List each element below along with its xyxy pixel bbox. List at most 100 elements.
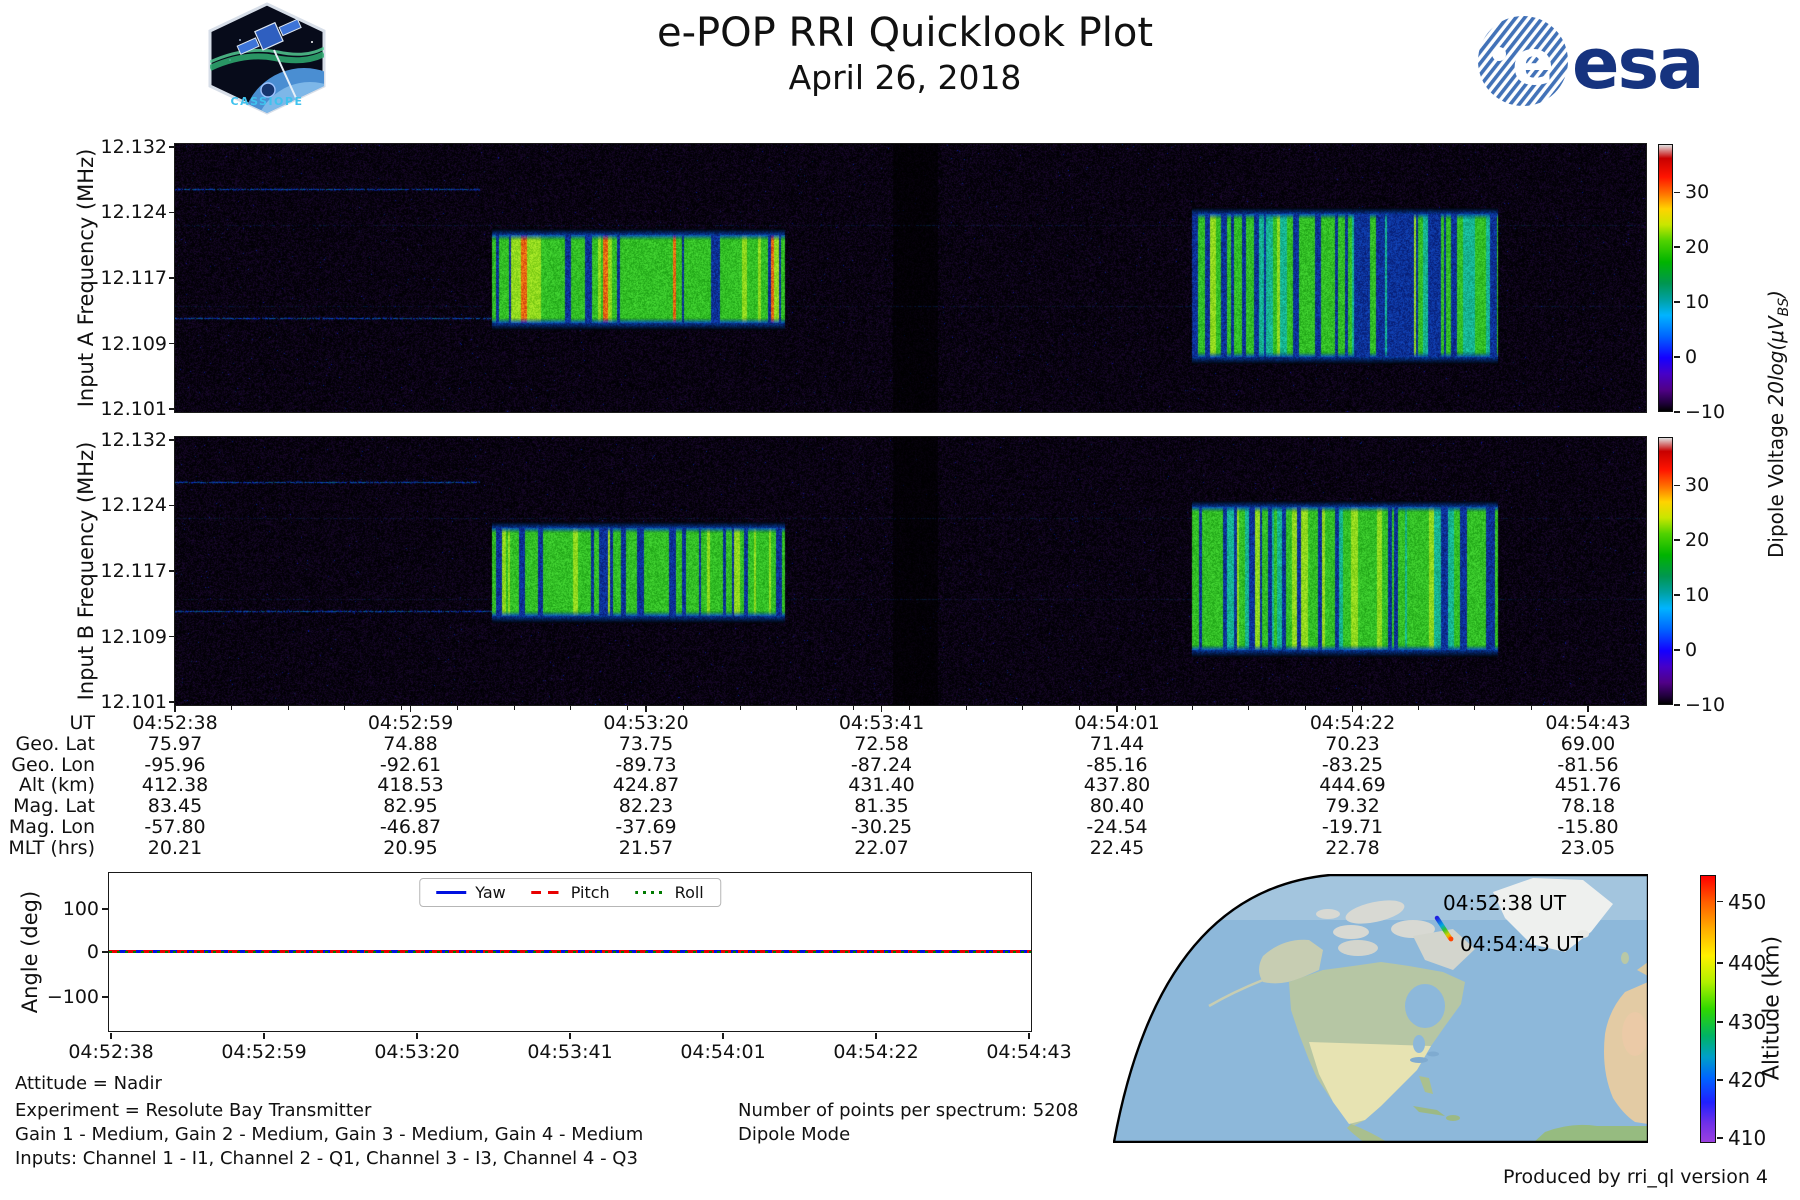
ephemeris-cell: 04:54:01 [1074, 712, 1159, 734]
ephemeris-cell: -19.71 [1322, 816, 1383, 838]
dipole-label-sub: BS [1776, 298, 1792, 317]
freq-tick-label-b: 12.132 [0, 429, 167, 451]
alt-cb-tick-label: 410 [1728, 1126, 1766, 1150]
angle-xtick-label: 04:52:59 [221, 1041, 306, 1063]
dipole-cb-tick-label-a: 0 [1685, 346, 1697, 368]
angle-xtick-label: 04:52:38 [68, 1041, 153, 1063]
dipole-cb-tick-a [1674, 356, 1680, 357]
ephemeris-row-label: Geo. Lat [0, 733, 95, 755]
pitch-line-sample-icon [532, 891, 562, 894]
freq-tick-label-a: 12.124 [0, 201, 167, 223]
alt-cb-tick-label: 440 [1728, 951, 1766, 975]
time-tick-minor [853, 706, 854, 710]
altitude-colorbar [1700, 875, 1716, 1143]
time-tick-minor [740, 706, 741, 710]
ephemeris-cell: 21.57 [619, 837, 673, 859]
ephemeris-cell: 412.38 [142, 774, 208, 796]
time-tick-minor [1418, 706, 1419, 710]
angle-xtick-label: 04:54:22 [833, 1041, 918, 1063]
dipole-cb-tick-b [1674, 649, 1680, 650]
alt-cb-tick [1717, 1079, 1723, 1080]
legend-label-pitch: Pitch [571, 883, 610, 902]
spectrogram-input-b [175, 437, 1646, 705]
ephemeris-cell: 73.75 [619, 733, 673, 755]
time-tick-minor [344, 706, 345, 710]
roll-line [109, 951, 1031, 953]
dipole-cb-tick-a [1674, 411, 1680, 412]
ephemeris-row-label: MLT (hrs) [0, 837, 95, 859]
freq-tick-mark-b [169, 570, 175, 571]
ephemeris-cell: 431.40 [848, 774, 914, 796]
attitude-legend: Yaw Pitch Roll [419, 878, 721, 907]
angle-xtick-mark [1028, 1033, 1029, 1039]
dipole-cb-tick-b [1674, 485, 1680, 486]
time-tick-minor [401, 706, 402, 710]
dipole-cb-tick-b [1674, 594, 1680, 595]
annotation-experiment: Experiment = Resolute Bay Transmitter [15, 1100, 371, 1121]
angle-xtick-mark [263, 1033, 264, 1039]
ephemeris-cell: 79.32 [1325, 795, 1379, 817]
ephemeris-cell: 74.88 [383, 733, 437, 755]
dipole-cb-tick-label-a: 20 [1685, 236, 1709, 258]
dipole-colorbar-a [1658, 144, 1673, 412]
ephemeris-cell: 424.87 [613, 774, 679, 796]
annotation-gains: Gain 1 - Medium, Gain 2 - Medium, Gain 3… [15, 1124, 643, 1145]
freq-tick-label-b: 12.117 [0, 560, 167, 582]
angle-xtick-label: 04:53:20 [374, 1041, 459, 1063]
annotation-inputs: Inputs: Channel 1 - I1, Channel 2 - Q1, … [15, 1148, 638, 1169]
freq-tick-mark-b [169, 636, 175, 637]
ephemeris-cell: -95.96 [144, 754, 205, 776]
ephemeris-cell: -89.73 [615, 754, 676, 776]
ephemeris-cell: 80.40 [1090, 795, 1144, 817]
angle-ytick-label: 100 [0, 898, 99, 920]
freq-tick-mark-b [169, 439, 175, 440]
time-tick-minor [457, 706, 458, 710]
ephemeris-cell: 437.80 [1084, 774, 1150, 796]
ephemeris-cell: 04:53:20 [603, 712, 688, 734]
time-tick-minor [683, 706, 684, 710]
dipole-colorbar-b [1658, 437, 1673, 705]
time-tick-minor [1192, 706, 1193, 710]
dipole-cb-tick-b [1674, 539, 1680, 540]
freq-tick-label-a: 12.101 [0, 398, 167, 420]
yaw-line [109, 950, 1031, 953]
dipole-cb-tick-label-b: 0 [1685, 639, 1697, 661]
annotation-attitude: Attitude = Nadir [15, 1073, 162, 1094]
dipole-label-text: Dipole Voltage [1764, 406, 1788, 557]
ephemeris-cell: -57.80 [144, 816, 205, 838]
angle-xtick-label: 04:54:01 [680, 1041, 765, 1063]
dipole-cb-tick-a [1674, 192, 1680, 193]
time-tick-minor [1588, 706, 1589, 710]
freq-tick-label-b: 12.101 [0, 691, 167, 713]
ephemeris-row-label: UT [0, 712, 95, 734]
dipole-label-close: ) [1764, 290, 1788, 298]
time-tick-minor [570, 706, 571, 710]
dipole-cb-tick-label-b: 10 [1685, 584, 1709, 606]
ephemeris-cell: -85.16 [1086, 754, 1147, 776]
alt-cb-tick-label: 430 [1728, 1010, 1766, 1034]
dipole-cb-tick-b [1674, 704, 1680, 705]
ephemeris-cell: -24.54 [1086, 816, 1147, 838]
freq-tick-mark-b [169, 701, 175, 702]
ephemeris-cell: 04:52:38 [132, 712, 217, 734]
freq-tick-label-a: 12.109 [0, 333, 167, 355]
ephemeris-cell: -15.80 [1557, 816, 1618, 838]
roll-line-sample-icon [636, 891, 666, 894]
ephemeris-cell: 81.35 [854, 795, 908, 817]
time-tick-minor [966, 706, 967, 710]
time-tick-minor [1079, 706, 1080, 710]
angle-xtick-label: 04:53:41 [527, 1041, 612, 1063]
spectrogram-input-a [175, 144, 1646, 412]
freq-tick-mark-a [169, 408, 175, 409]
ephemeris-cell: 04:54:43 [1545, 712, 1630, 734]
track-end-label: 04:54:43 UT [1460, 932, 1584, 956]
ephemeris-cell: 72.58 [854, 733, 908, 755]
cassiope-mission-patch-icon: CASSIOPE [200, 2, 335, 115]
freq-tick-mark-a [169, 343, 175, 344]
cassiope-logo-text: CASSIOPE [231, 95, 304, 108]
page-title: e-POP RRI Quicklook Plot [657, 10, 1153, 56]
freq-tick-label-b: 12.124 [0, 494, 167, 516]
alt-cb-tick-label: 420 [1728, 1068, 1766, 1092]
produced-by-text: Produced by rri_ql version 4 [1503, 1166, 1768, 1188]
time-tick-minor [1361, 706, 1362, 710]
